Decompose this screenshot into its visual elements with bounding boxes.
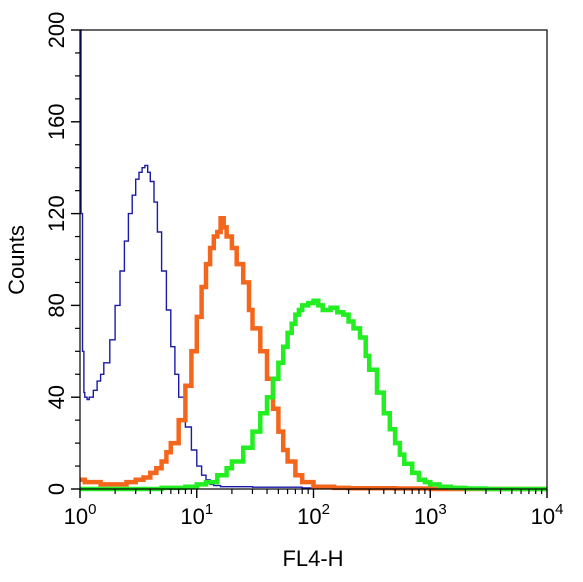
x-tick-label: 101 [180, 501, 213, 529]
y-tick-label: 0 [44, 483, 69, 495]
y-tick-label: 160 [44, 103, 69, 140]
series-line-2 [80, 215, 547, 492]
series-line-1 [80, 29, 547, 490]
y-tick-label: 80 [44, 293, 69, 317]
series-layer [80, 29, 547, 492]
x-tick-label: 102 [297, 501, 330, 529]
y-tick-label: 40 [44, 385, 69, 409]
y-tick-label: 120 [44, 195, 69, 232]
y-axis-title: Counts [4, 225, 29, 295]
x-axis-title: FL4-H [282, 546, 343, 571]
ticks-layer: 0 40 80 120 160 200 100 101 102 103 104 [44, 12, 563, 529]
series-line-3 [80, 298, 547, 492]
x-tick-label: 104 [531, 501, 564, 529]
x-tick-label: 100 [64, 501, 97, 529]
y-tick-label: 200 [44, 12, 69, 49]
x-tick-label: 103 [414, 501, 447, 529]
